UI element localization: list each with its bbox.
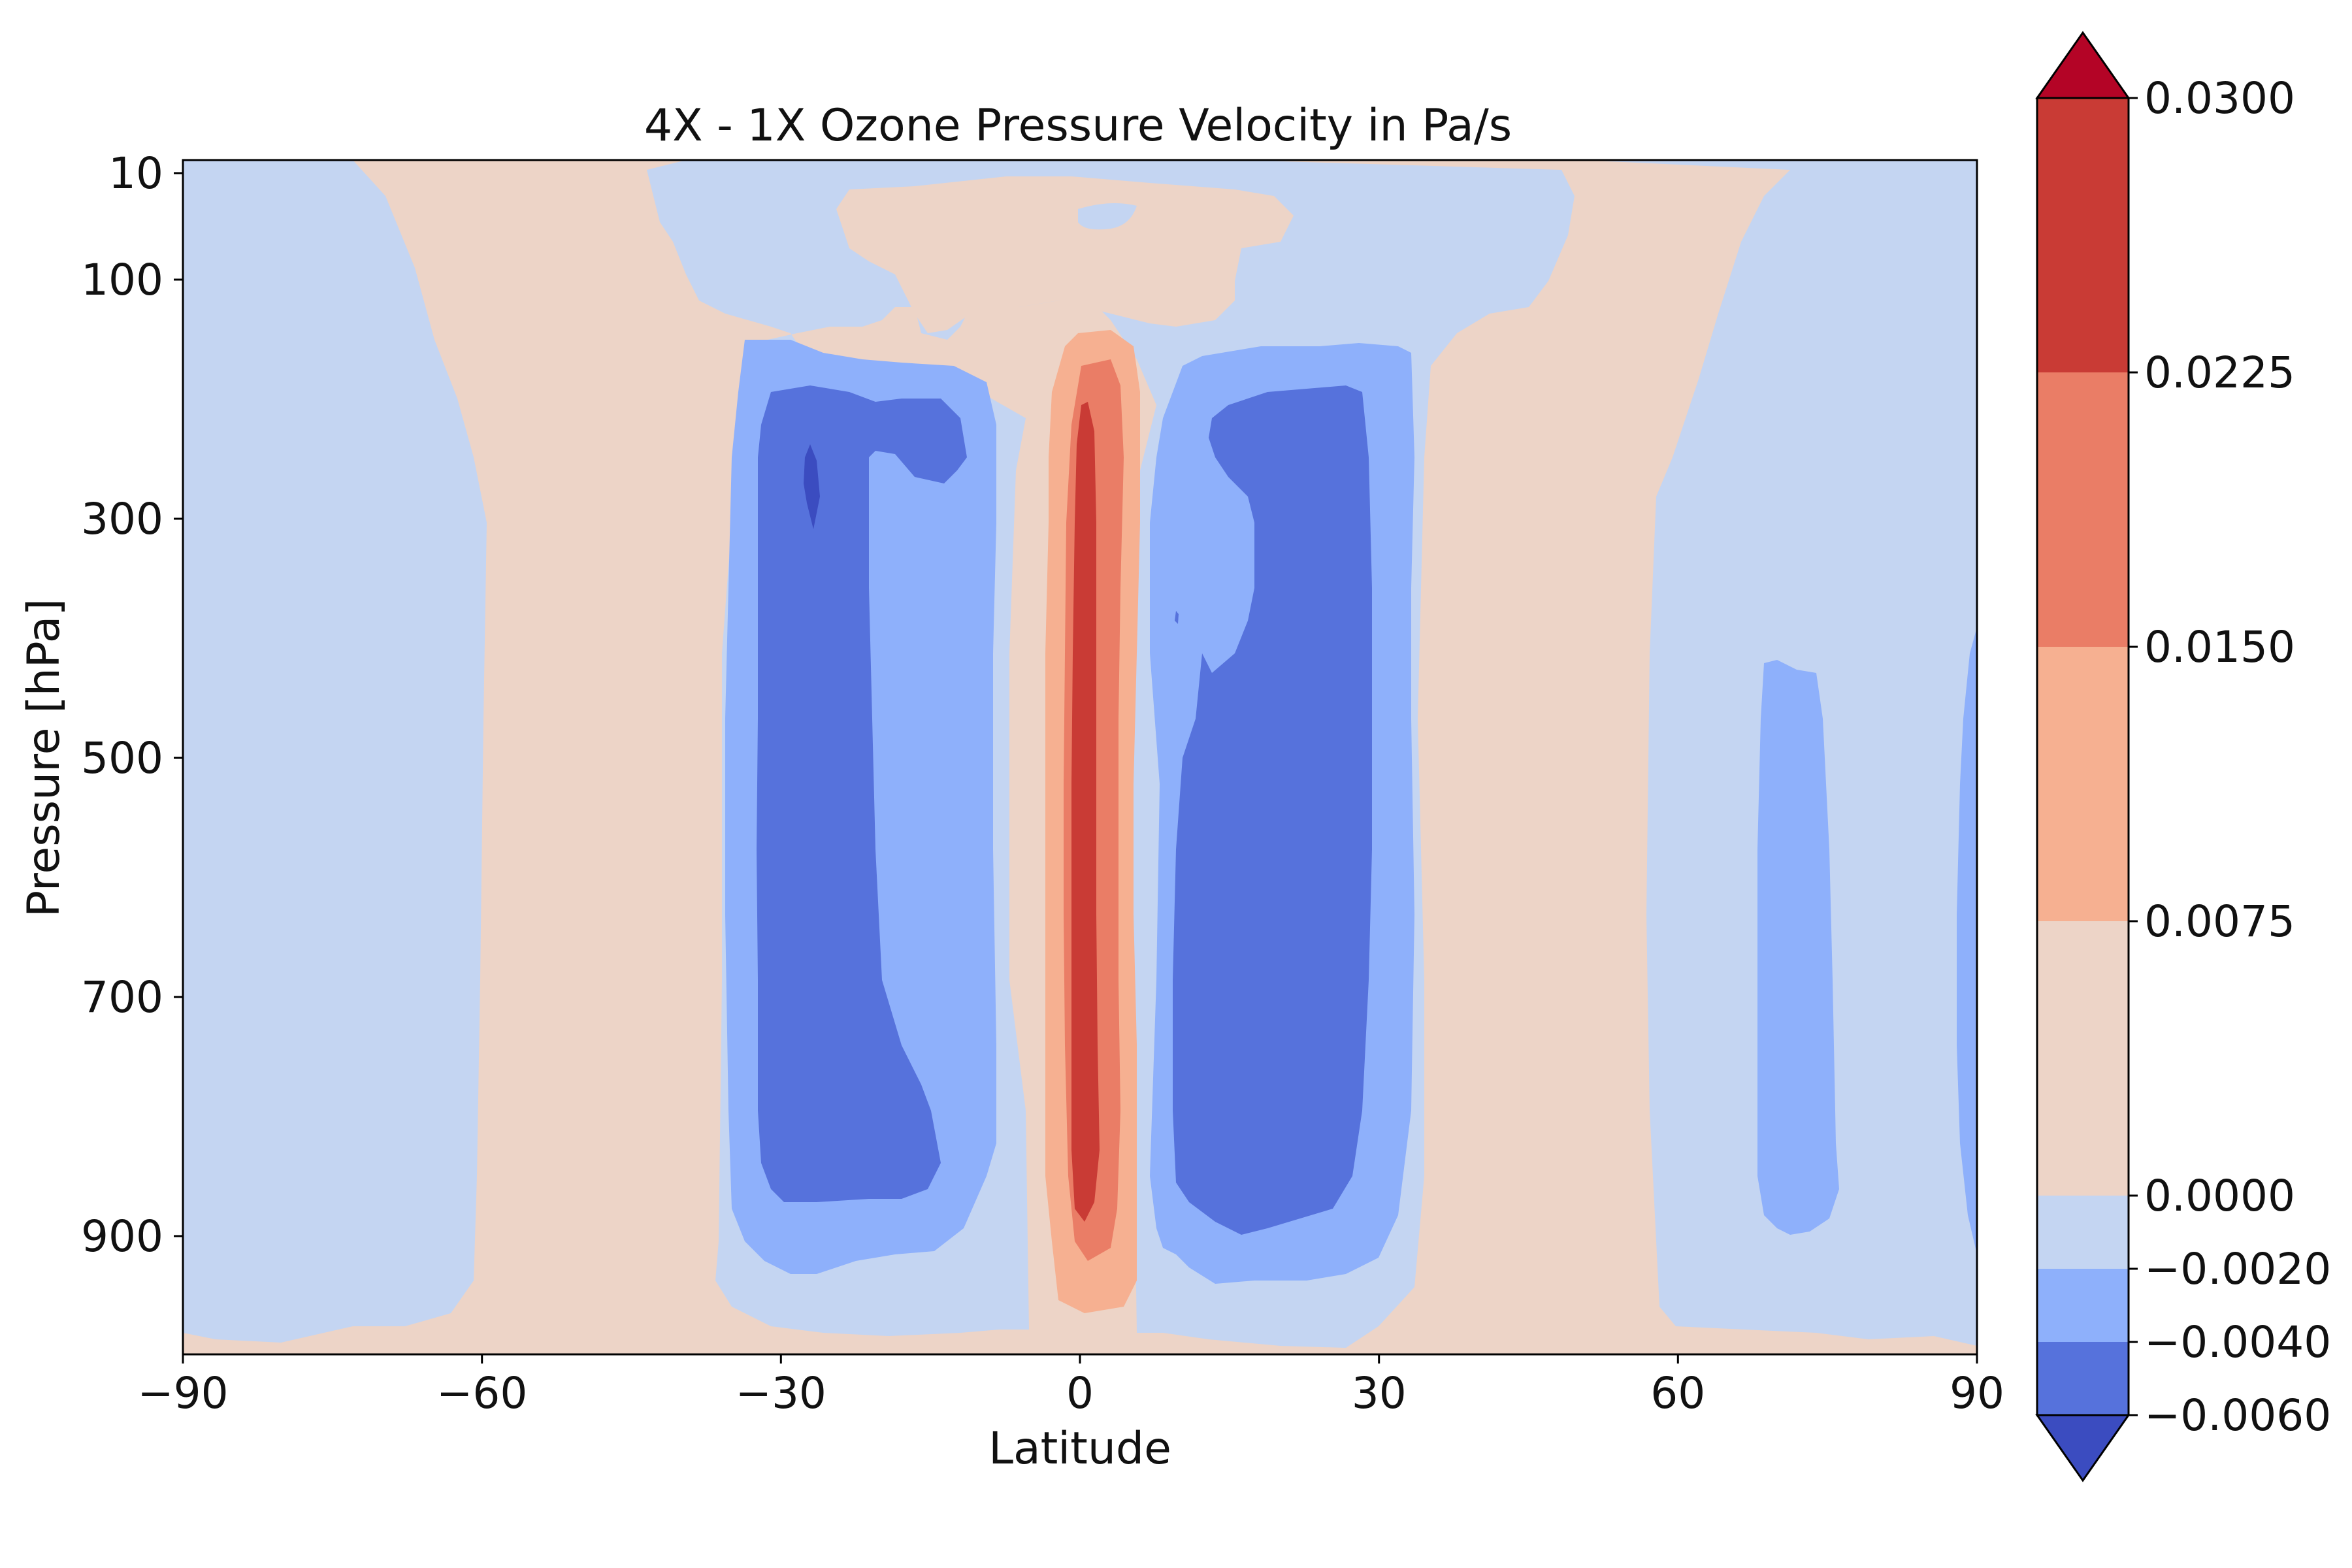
contour-region-south-min <box>804 444 820 529</box>
contour-region-north-core-spot <box>1175 611 1179 624</box>
contour-region-north-edge <box>1957 627 1977 1254</box>
y-tick-label: 900 <box>81 1211 163 1262</box>
colorbar-segment <box>2037 98 2129 372</box>
colorbar-segment <box>2037 1196 2129 1269</box>
chart-title: 4X - 1X Ozone Pressure Velocity in Pa/s <box>644 100 1512 152</box>
colorbar-tick-label: −0.0060 <box>2144 1390 2331 1441</box>
contour-region-south-core <box>757 385 967 1202</box>
x-tick-label: 90 <box>1950 1368 2004 1418</box>
colorbar: 0.0300 0.0225 0.0150 0.0075 0.0000 −0.00… <box>2035 31 2331 1482</box>
colorbar-segment <box>2037 647 2129 921</box>
y-tick-label: 100 <box>81 255 163 305</box>
colorbar-frame <box>2036 97 2130 1416</box>
y-tick-label: 300 <box>81 494 163 544</box>
y-tick-label: 10 <box>108 148 163 199</box>
colorbar-segment <box>2037 372 2129 647</box>
colorbar-under-extension <box>2035 1414 2131 1482</box>
contour-region-updraft-core <box>1071 402 1100 1222</box>
plot-area <box>182 159 1978 1356</box>
x-axis-label: Latitude <box>988 1423 1171 1475</box>
colorbar-over-extension <box>2035 31 2131 99</box>
y-tick-label: 700 <box>81 972 163 1022</box>
x-tick-label: −60 <box>436 1368 527 1418</box>
colorbar-segment <box>2037 921 2129 1196</box>
colorbar-tick-label: 0.0225 <box>2144 348 2295 398</box>
y-axis: 10 100 300 500 700 900 Pressure [hPa] <box>18 148 183 1262</box>
colorbar-tick-label: 0.0150 <box>2144 622 2295 672</box>
contour-region-north-tongue <box>1757 660 1839 1235</box>
x-tick-label: −90 <box>137 1368 228 1418</box>
contour-region-upper-equatorial <box>836 176 1294 333</box>
colorbar-tick-label: 0.0075 <box>2144 896 2295 947</box>
colorbar-segment <box>2037 1269 2129 1342</box>
x-tick-label: 60 <box>1650 1368 1705 1418</box>
contour-region-north-core <box>1173 385 1372 1235</box>
x-tick-label: 30 <box>1352 1368 1407 1418</box>
x-tick-label: 0 <box>1066 1368 1094 1418</box>
colorbar-segment <box>2037 1342 2129 1415</box>
x-axis: −90 −60 −30 0 30 60 90 Latitude <box>137 1354 2004 1475</box>
colorbar-tick-label: −0.0040 <box>2144 1317 2331 1367</box>
colorbar-tick-label: 0.0300 <box>2144 73 2295 123</box>
colorbar-tick-label: −0.0020 <box>2144 1244 2331 1294</box>
y-axis-label: Pressure [hPa] <box>18 598 70 917</box>
y-tick-label: 500 <box>81 733 163 783</box>
x-tick-label: −30 <box>736 1368 826 1418</box>
contour-region-upper-equatorial-hole <box>1078 203 1137 230</box>
contour-region-south-polar <box>183 160 487 1343</box>
colorbar-tick-label: 0.0000 <box>2144 1171 2295 1221</box>
